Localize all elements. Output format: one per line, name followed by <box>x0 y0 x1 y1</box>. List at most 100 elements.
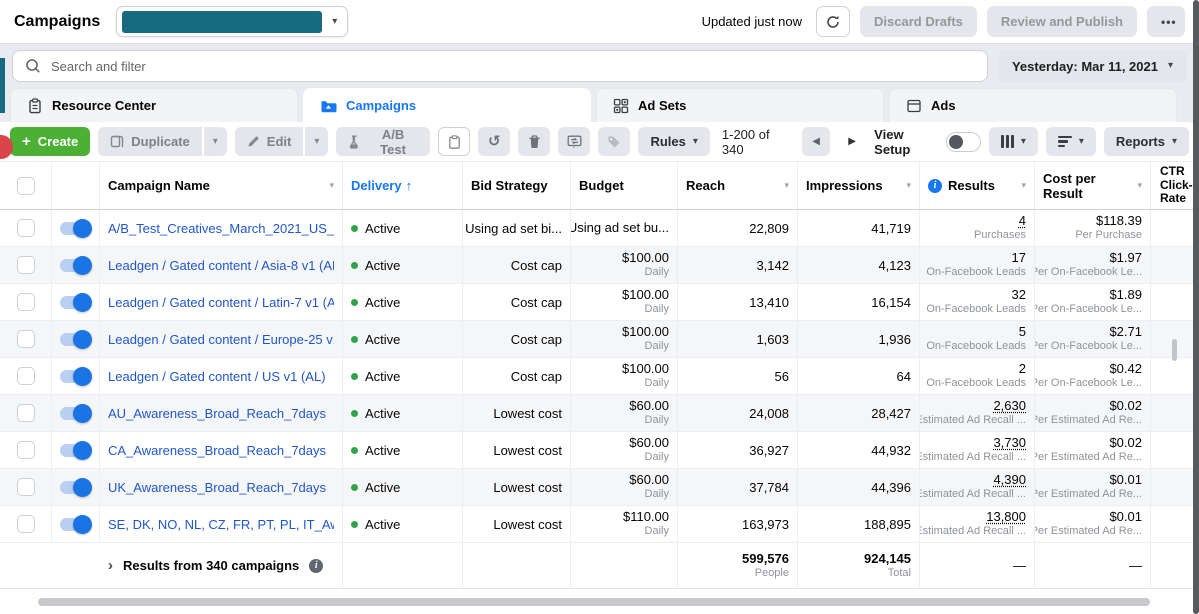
summary-reach: 599,576 <box>742 550 789 566</box>
table-vertical-scrollbar[interactable] <box>1172 339 1177 361</box>
horizontal-scrollbar[interactable] <box>38 598 1150 606</box>
column-header-bid-strategy[interactable]: Bid Strategy <box>463 162 571 209</box>
row-checkbox[interactable] <box>16 256 35 274</box>
cost-value: $0.02 <box>1109 435 1142 450</box>
row-checkbox[interactable] <box>16 404 35 422</box>
duplicate-menu-button[interactable] <box>203 127 227 156</box>
more-options-button[interactable]: ••• <box>1147 6 1185 37</box>
campaign-name-link[interactable]: AU_Awareness_Broad_Reach_7days <box>108 405 327 421</box>
select-all-checkbox[interactable] <box>16 176 35 195</box>
prev-page-button[interactable]: ◀ <box>802 127 831 156</box>
active-status-dot <box>351 520 358 528</box>
column-header-results[interactable]: i Results <box>920 162 1035 209</box>
edit-button[interactable]: Edit <box>234 127 304 156</box>
tab-ads[interactable]: Ads <box>889 88 1177 122</box>
undo-button[interactable]: ↺ <box>478 127 511 156</box>
column-header-reach[interactable]: Reach <box>678 162 798 209</box>
row-checkbox[interactable] <box>16 515 35 533</box>
budget-value: Using ad set bu... <box>571 219 669 235</box>
campaign-name-link[interactable]: CA_Awareness_Broad_Reach_7days <box>108 442 327 458</box>
column-header-campaign-name[interactable]: Campaign Name <box>100 162 343 209</box>
results-value[interactable]: 3,730 <box>993 435 1026 450</box>
results-value[interactable]: 17 <box>1011 250 1026 265</box>
view-setup-toggle[interactable] <box>946 131 981 152</box>
plus-icon: + <box>22 133 31 150</box>
page-vertical-scrollbar[interactable] <box>1193 0 1199 614</box>
search-input[interactable] <box>51 58 975 74</box>
column-header-budget[interactable]: Budget <box>571 162 678 209</box>
chevron-down-icon <box>314 137 319 147</box>
breakdown-button[interactable] <box>1045 127 1096 156</box>
ad-account-dropdown[interactable] <box>116 6 349 37</box>
columns-button[interactable] <box>988 127 1038 156</box>
campaign-active-toggle[interactable] <box>60 514 92 534</box>
results-value[interactable]: 4 <box>1018 213 1026 228</box>
active-status-dot <box>351 372 358 380</box>
campaign-active-toggle[interactable] <box>60 440 92 460</box>
rules-button[interactable]: Rules <box>638 127 710 156</box>
export-preview-button[interactable] <box>558 127 591 156</box>
row-checkbox[interactable] <box>16 330 35 348</box>
row-checkbox[interactable] <box>16 367 35 385</box>
column-header-ctr[interactable]: CTR Click- Rate <box>1151 162 1199 209</box>
campaign-active-toggle[interactable] <box>60 218 92 238</box>
summary-cost: — <box>1035 543 1151 588</box>
search-box[interactable] <box>12 50 988 82</box>
results-value[interactable]: 2 <box>1018 361 1026 376</box>
impressions-cell: 188,895 <box>798 506 920 542</box>
summary-label-cell[interactable]: › Results from 340 campaigns i <box>100 543 343 588</box>
campaign-name-link[interactable]: Leadgen / Gated content / Europe-25 v1 (… <box>108 331 334 347</box>
campaign-name-link[interactable]: Leadgen / Gated content / Latin-7 v1 (AL… <box>108 294 334 310</box>
row-checkbox[interactable] <box>16 441 35 459</box>
delete-button[interactable] <box>518 127 551 156</box>
info-icon[interactable]: i <box>928 178 942 193</box>
column-header-delivery[interactable]: Delivery ↑ <box>343 162 463 209</box>
budget-period: Daily <box>644 451 669 464</box>
row-checkbox[interactable] <box>16 293 35 311</box>
results-value[interactable]: 32 <box>1011 287 1026 302</box>
clipboard-paste-button[interactable] <box>438 127 471 156</box>
campaign-active-toggle[interactable] <box>60 477 92 497</box>
discard-drafts-button[interactable]: Discard Drafts <box>860 6 977 37</box>
campaign-active-toggle[interactable] <box>60 403 92 423</box>
column-header-cost-per-result[interactable]: Cost per Result <box>1035 162 1151 209</box>
tab-campaigns[interactable]: Campaigns <box>303 88 591 122</box>
campaign-name-link[interactable]: Leadgen / Gated content / Asia-8 v1 (AL) <box>108 257 334 273</box>
row-checkbox[interactable] <box>16 219 35 237</box>
tab-ad-sets[interactable]: Ad Sets <box>596 88 884 122</box>
campaign-active-toggle[interactable] <box>60 366 92 386</box>
next-page-button[interactable]: ▶ <box>838 127 866 156</box>
view-setup-label: View Setup <box>874 126 911 157</box>
campaign-name-link[interactable]: SE, DK, NO, NL, CZ, FR, PT, PL, IT_Aware… <box>108 516 334 532</box>
results-value[interactable]: 5 <box>1018 324 1026 339</box>
campaign-name-link[interactable]: Leadgen / Gated content / US v1 (AL) <box>108 368 326 384</box>
date-range-selector[interactable]: Yesterday: Mar 11, 2021 <box>997 50 1187 82</box>
info-icon[interactable]: i <box>309 558 324 573</box>
results-value[interactable]: 4,390 <box>993 472 1026 487</box>
column-header-impressions[interactable]: Impressions <box>798 162 920 209</box>
results-value[interactable]: 13,800 <box>986 509 1026 524</box>
notification-badge <box>0 135 13 159</box>
campaign-name-link[interactable]: UK_Awareness_Broad_Reach_7days <box>108 479 327 495</box>
results-value[interactable]: 2,630 <box>993 398 1026 413</box>
row-checkbox[interactable] <box>16 478 35 496</box>
budget-value: $100.00 <box>622 324 669 339</box>
tab-resource-center[interactable]: Resource Center <box>10 88 298 122</box>
reports-button[interactable]: Reports <box>1103 127 1190 156</box>
cost-type: Per On-Facebook Le... <box>1035 303 1142 316</box>
review-and-publish-button[interactable]: Review and Publish <box>986 6 1137 37</box>
pagination-range: 1-200 of 340 <box>721 126 770 157</box>
duplicate-button[interactable]: Duplicate <box>98 127 202 156</box>
tag-button[interactable] <box>598 127 631 156</box>
active-status-dot <box>351 335 358 343</box>
reach-cell: 36,927 <box>678 432 798 468</box>
campaign-active-toggle[interactable] <box>60 292 92 312</box>
campaign-active-toggle[interactable] <box>60 329 92 349</box>
refresh-button[interactable] <box>816 6 851 37</box>
create-button[interactable]: + Create <box>10 127 91 156</box>
ab-test-button[interactable]: A/B Test <box>336 127 431 157</box>
campaign-active-toggle[interactable] <box>60 255 92 275</box>
campaign-name-link[interactable]: A/B_Test_Creatives_March_2021_US_Broad_.… <box>108 220 334 236</box>
edit-menu-button[interactable] <box>305 127 329 156</box>
